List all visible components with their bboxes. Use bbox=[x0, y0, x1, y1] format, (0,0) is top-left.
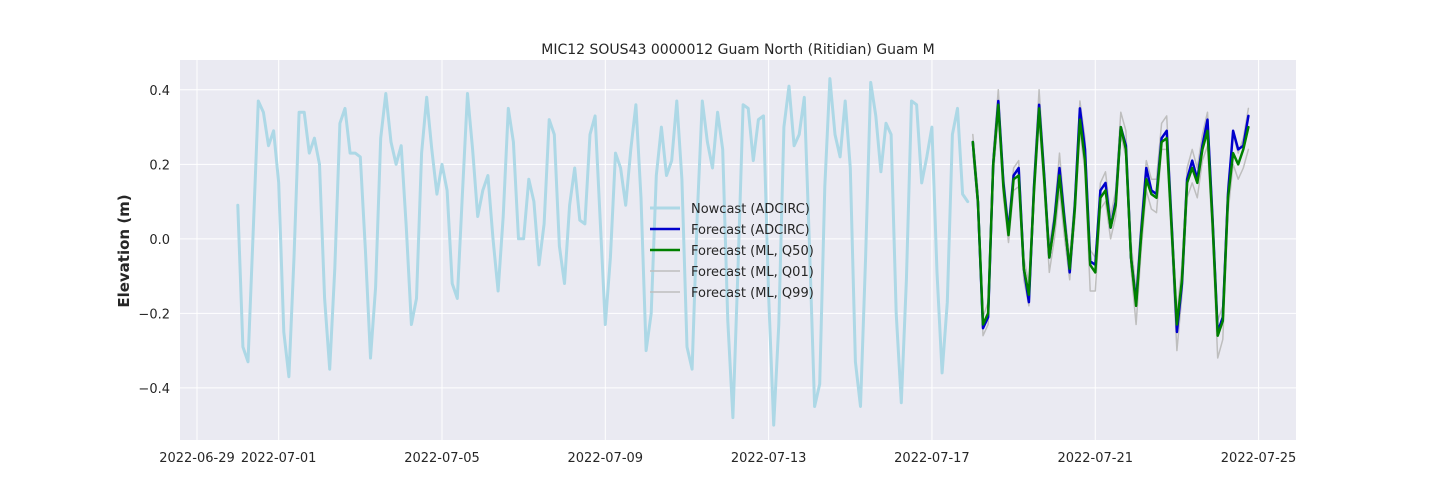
legend-forecast-ml-q50-label: Forecast (ML, Q50) bbox=[691, 244, 814, 259]
y-tick-label: 0.4 bbox=[149, 84, 170, 99]
x-tick-label: 2022-07-01 bbox=[241, 451, 317, 466]
legend-forecast-ml-q99-label: Forecast (ML, Q99) bbox=[691, 286, 814, 301]
x-axis: 2022-06-29 2022-07-01 2022-07-05 2022-07-09… bbox=[159, 451, 1296, 466]
legend: Nowcast (ADCIRC) Forecast (ADCIRC) Forecas… bbox=[650, 202, 814, 301]
y-tick-label: −0.4 bbox=[138, 382, 170, 397]
x-tick-label: 2022-07-09 bbox=[568, 451, 644, 466]
x-tick-label: 2022-07-13 bbox=[731, 451, 807, 466]
y-tick-label: 0.2 bbox=[149, 158, 170, 173]
forecast-ml-q50-line bbox=[971, 103, 1250, 337]
y-tick-label: −0.2 bbox=[138, 307, 170, 322]
x-tick-label: 2022-06-29 bbox=[159, 451, 235, 466]
x-tick-label: 2022-07-25 bbox=[1221, 451, 1297, 466]
chart-title: MIC12 SOUS43 0000012 Guam North (Ritidia… bbox=[541, 42, 934, 58]
x-tick-label: 2022-07-17 bbox=[894, 451, 970, 466]
forecast-ml-q99-line bbox=[972, 89, 1250, 322]
legend-forecast-ml-q01-label: Forecast (ML, Q01) bbox=[691, 265, 814, 280]
nowcast-line bbox=[236, 77, 970, 427]
series-layer bbox=[236, 77, 1250, 427]
y-tick-label: 0.0 bbox=[149, 233, 170, 248]
x-tick-label: 2022-07-05 bbox=[404, 451, 480, 466]
y-axis: −0.4 −0.2 0.0 0.2 0.4 bbox=[138, 84, 170, 397]
y-axis-label: Elevation (m) bbox=[115, 194, 133, 307]
x-tick-label: 2022-07-21 bbox=[1057, 451, 1133, 466]
legend-nowcast-label: Nowcast (ADCIRC) bbox=[691, 202, 810, 217]
legend-forecast-adcirc-label: Forecast (ADCIRC) bbox=[691, 223, 810, 238]
